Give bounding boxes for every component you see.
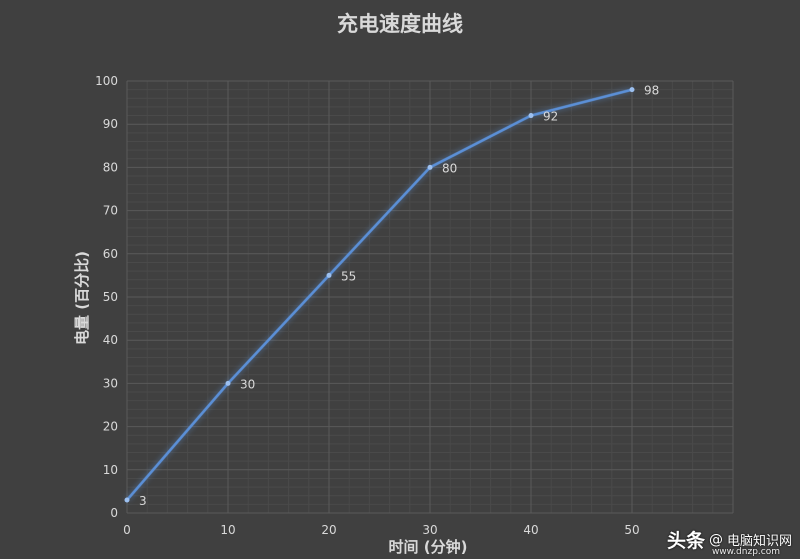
y-tick-label: 0 <box>110 506 118 520</box>
chart-title: 充电速度曲线 <box>337 12 463 36</box>
series-line <box>126 88 633 501</box>
y-tick-label: 70 <box>103 204 118 218</box>
data-point <box>225 380 231 386</box>
data-label: 80 <box>442 161 457 175</box>
data-label: 98 <box>644 84 659 98</box>
y-tick-label: 50 <box>103 290 118 304</box>
data-point <box>427 164 433 170</box>
watermark-at: @ <box>708 531 723 548</box>
x-tick-label: 20 <box>321 523 336 537</box>
data-label: 55 <box>341 269 356 283</box>
data-point <box>528 113 534 119</box>
series-line-glow <box>125 88 633 502</box>
y-tick-label: 90 <box>103 117 118 131</box>
tick-labels: 0 10 20 30 40 50 60 70 80 90 100 0 10 20 30 40 50 <box>95 74 640 537</box>
y-tick-label: 100 <box>95 74 118 88</box>
x-tick-label: 50 <box>624 523 639 537</box>
y-tick-label: 30 <box>103 376 118 390</box>
watermark-sub: www.dnzp.com <box>711 547 780 557</box>
data-point <box>124 497 130 503</box>
y-tick-label: 20 <box>103 420 118 434</box>
x-tick-label: 10 <box>220 523 235 537</box>
data-label: 30 <box>240 377 255 391</box>
data-label: 3 <box>139 494 147 508</box>
y-tick-label: 40 <box>103 333 118 347</box>
y-tick-label: 80 <box>103 160 118 174</box>
y-tick-label: 10 <box>103 463 118 477</box>
watermark-name: 电脑知识网 <box>726 534 792 549</box>
x-axis-label: 时间 (分钟) <box>389 538 468 556</box>
y-tick-label: 60 <box>103 247 118 261</box>
watermark: 头条 @ 电脑知识网 www.dnzp.com <box>666 526 792 557</box>
data-label: 92 <box>543 110 558 124</box>
x-tick-label: 0 <box>123 523 131 537</box>
data-point <box>629 87 635 93</box>
x-tick-label: 40 <box>523 523 538 537</box>
series <box>124 87 635 503</box>
watermark-head: 头条 <box>666 530 705 552</box>
data-labels: 3 30 55 80 92 98 <box>139 84 659 508</box>
y-axis-label: 电量 (百分比) <box>73 251 91 345</box>
grid <box>126 80 734 514</box>
data-point <box>326 272 332 278</box>
x-tick-label: 30 <box>422 523 437 537</box>
